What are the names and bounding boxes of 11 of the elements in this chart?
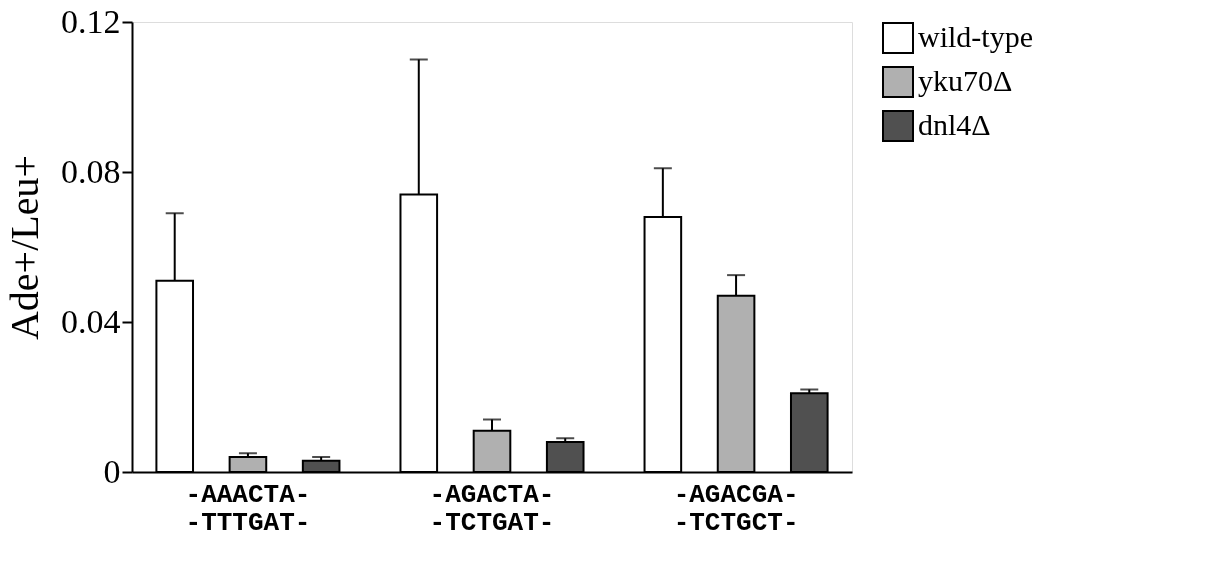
y-axis-title: Ade+/Leu+	[2, 154, 47, 341]
x-tick-label: -AAACTA- -TTTGAT-	[185, 479, 311, 538]
x-tick-label: -AGACGA- -TCTGCT-	[673, 479, 799, 538]
y-tick-label: 0.12	[61, 2, 121, 40]
y-tick-label: 0.08	[61, 152, 121, 190]
x-tick-label: -AGACTA- -TCTGAT-	[429, 479, 555, 538]
legend-label: yku70Δ	[918, 64, 1013, 97]
legend-label: wild-type	[918, 20, 1033, 53]
y-tick-label: 0	[103, 452, 121, 490]
legend-label: dnl4Δ	[918, 108, 991, 141]
y-tick-label: 0.04	[61, 302, 121, 340]
